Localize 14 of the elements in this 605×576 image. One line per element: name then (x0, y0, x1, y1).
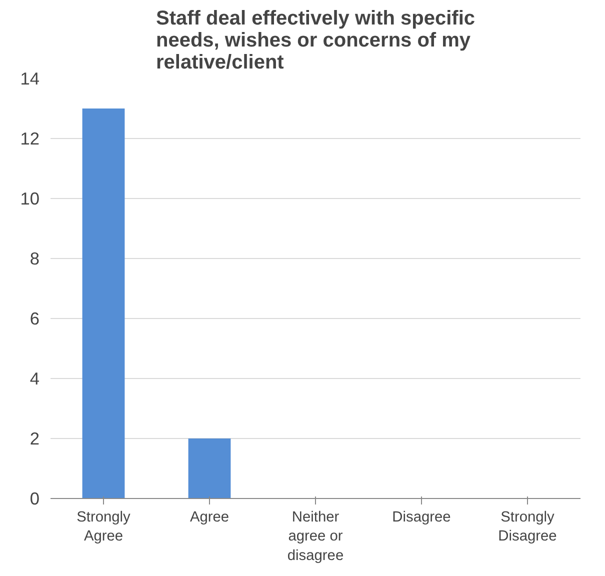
y-tick-label: 2 (30, 428, 40, 448)
y-tick-label: 6 (30, 308, 40, 328)
y-tick-label: 14 (20, 68, 40, 88)
x-tick-label: Strongly Agree (76, 510, 132, 545)
y-tick-label: 4 (30, 368, 40, 388)
y-tick-label: 12 (20, 128, 40, 148)
y-tick-label: 0 (30, 488, 40, 508)
x-tick-label: Neither agree or disagree (287, 510, 344, 564)
x-tick-label: Agree (190, 510, 230, 526)
y-tick-label: 8 (30, 248, 40, 268)
x-tick-label: Disagree (392, 510, 451, 526)
y-tick-label: 10 (20, 188, 40, 208)
chart-title: Staff deal effectively with specific needs, wishes or concerns of my relative/client (156, 8, 476, 74)
x-tick-label: Strongly Disagree (498, 510, 557, 545)
